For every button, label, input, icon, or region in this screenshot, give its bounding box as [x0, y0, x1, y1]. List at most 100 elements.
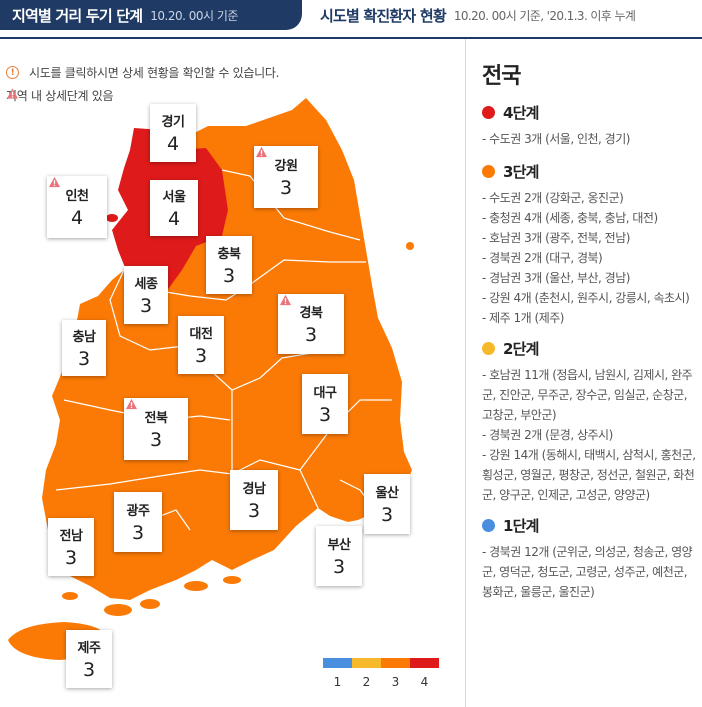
- mainland-shape[interactable]: [42, 98, 412, 600]
- list-item: - 호남권 3개 (광주, 전북, 전남): [482, 231, 630, 245]
- region-level: 3: [131, 522, 145, 544]
- region-level: 3: [318, 404, 332, 426]
- island-shape: [140, 599, 160, 609]
- region-card-chungnam[interactable]: 충남 3: [62, 320, 106, 376]
- region-level: 3: [304, 324, 318, 346]
- region-level: 3: [380, 504, 394, 526]
- tab-distancing-levels-title: 지역별 거리 두기 단계: [12, 6, 143, 25]
- region-name: 제주: [77, 641, 101, 656]
- island-shape: [104, 604, 132, 616]
- tab-confirmed-cases-title: 시도별 확진환자 현황: [320, 6, 447, 25]
- region-card-gyeongbuk[interactable]: 경북 3: [278, 294, 344, 354]
- region-level: 3: [77, 348, 91, 370]
- list-item: - 경북권 2개 (문경, 상주시): [482, 428, 613, 442]
- tab-underline: [0, 37, 702, 39]
- island-shape: [223, 576, 241, 584]
- region-card-gyeonggi[interactable]: 경기 4: [150, 104, 196, 162]
- list-item: - 경북권 2개 (대구, 경북): [482, 251, 603, 265]
- island-shape: [406, 242, 414, 250]
- legend-swatch-level4: [410, 658, 439, 668]
- level-heading-label: 4단계: [503, 104, 539, 122]
- warning-triangle-icon: [125, 398, 138, 410]
- region-name: 전남: [59, 529, 83, 544]
- level-heading-2: 2단계: [482, 338, 700, 359]
- level-heading-1: 1단계: [482, 515, 700, 536]
- list-item: - 강원 14개 (동해시, 태백시, 삼척시, 홍천군, 횡성군, 영월군, …: [482, 448, 696, 502]
- level1-dot-icon: [482, 519, 495, 532]
- region-card-jeju[interactable]: 제주 3: [66, 630, 112, 688]
- panel-divider: [465, 39, 466, 707]
- list-item: - 경북권 12개 (군위군, 의성군, 청송군, 영양군, 영덕군, 청도군,…: [482, 545, 693, 599]
- list-item: - 호남권 11개 (정읍시, 남원시, 김제시, 완주군, 진안군, 무주군,…: [482, 368, 693, 422]
- legend-label: 3: [391, 675, 400, 689]
- region-level: 3: [332, 556, 346, 578]
- region-level: 3: [247, 500, 261, 522]
- level-heading-4: 4단계: [482, 102, 700, 123]
- region-level: 4: [167, 208, 181, 230]
- legend-labels: 1 2 3 4: [323, 675, 439, 689]
- legend-label: 2: [362, 675, 371, 689]
- region-level: 3: [279, 177, 293, 199]
- region-card-ulsan[interactable]: 울산 3: [364, 474, 410, 534]
- region-name: 세종: [134, 277, 158, 292]
- region-card-incheon[interactable]: 인천 4: [47, 176, 107, 238]
- level-list-2: - 호남권 11개 (정읍시, 남원시, 김제시, 완주군, 진안군, 무주군,…: [482, 365, 700, 505]
- legend-swatch-level3: [381, 658, 410, 668]
- region-card-daejeon[interactable]: 대전 3: [178, 316, 224, 374]
- level-heading-label: 2단계: [503, 340, 539, 358]
- island-shape: [184, 581, 208, 591]
- list-item: - 수도권 3개 (서울, 인천, 경기): [482, 132, 630, 146]
- list-item: - 수도권 2개 (강화군, 옹진군): [482, 191, 624, 205]
- tab-confirmed-cases[interactable]: 시도별 확진환자 현황 10.20. 00시 기준, '20.1.3. 이후 누…: [308, 0, 636, 30]
- level-list-3: - 수도권 2개 (강화군, 옹진군) - 충청권 4개 (세종, 충북, 충남…: [482, 188, 700, 328]
- region-card-daegu[interactable]: 대구 3: [302, 374, 348, 434]
- region-level: 3: [64, 547, 78, 569]
- region-name: 충남: [72, 330, 96, 345]
- region-card-jeonnam[interactable]: 전남 3: [48, 518, 94, 576]
- level-list-1: - 경북권 12개 (군위군, 의성군, 청송군, 영양군, 영덕군, 청도군,…: [482, 542, 700, 602]
- region-name: 강원: [255, 146, 298, 174]
- region-name: 대전: [189, 327, 213, 342]
- region-name: 경북: [279, 294, 323, 321]
- level-heading-3: 3단계: [482, 161, 700, 182]
- region-level: 4: [166, 133, 180, 155]
- level2-dot-icon: [482, 342, 495, 355]
- region-level: 3: [149, 429, 163, 451]
- region-card-busan[interactable]: 부산 3: [316, 526, 362, 586]
- tab-confirmed-cases-subtitle: 10.20. 00시 기준, '20.1.3. 이후 누계: [453, 8, 636, 23]
- region-card-jeonbuk[interactable]: 전북 3: [124, 398, 188, 460]
- notice-warning-legend-text: 지역 내 상세단계 있음: [6, 89, 114, 103]
- region-level: 3: [222, 265, 236, 287]
- region-name: 경기: [161, 115, 185, 130]
- tab-bar: 지역별 거리 두기 단계 10.20. 00시 기준 시도별 확진환자 현황 1…: [0, 0, 702, 34]
- tab-distancing-levels-subtitle: 10.20. 00시 기준: [150, 8, 238, 23]
- legend-swatch-level2: [352, 658, 381, 668]
- legend-swatches: [323, 658, 439, 668]
- region-card-gwangju[interactable]: 광주 3: [114, 492, 162, 552]
- region-name: 광주: [126, 504, 150, 519]
- level-summary-panel: 전국 4단계 - 수도권 3개 (서울, 인천, 경기) 3단계 - 수도권 2…: [482, 58, 700, 602]
- region-card-seoul[interactable]: 서울 4: [150, 180, 198, 236]
- region-name: 대구: [313, 386, 337, 401]
- region-card-gangwon[interactable]: 강원 3: [254, 146, 318, 208]
- list-item: - 강원 4개 (춘천시, 원주시, 강릉시, 속초시): [482, 291, 690, 305]
- region-name: 경남: [242, 482, 266, 497]
- tab-distancing-levels[interactable]: 지역별 거리 두기 단계 10.20. 00시 기준: [0, 0, 302, 30]
- region-card-sejong[interactable]: 세종 3: [124, 266, 168, 324]
- level-heading-label: 3단계: [503, 163, 539, 181]
- panel-title: 전국: [482, 64, 521, 89]
- level3-dot-icon: [482, 165, 495, 178]
- warning-triangle-icon: [279, 294, 292, 306]
- warning-triangle-icon: [255, 146, 268, 158]
- level-legend: 1 2 3 4: [323, 658, 439, 689]
- region-level: 3: [139, 295, 153, 317]
- legend-label: 4: [420, 675, 429, 689]
- warning-triangle-icon: [6, 88, 19, 99]
- region-name: 부산: [327, 538, 351, 553]
- list-item: - 충청권 4개 (세종, 충북, 충남, 대전): [482, 211, 658, 225]
- list-item: - 경남권 3개 (울산, 부산, 경남): [482, 271, 630, 285]
- region-name: 충북: [217, 247, 241, 262]
- notice-click-hint: ! 시도를 클릭하시면 상세 현황을 확인할 수 있습니다.: [6, 64, 279, 81]
- region-card-chungbuk[interactable]: 충북 3: [206, 236, 252, 294]
- region-card-gyeongnam[interactable]: 경남 3: [230, 470, 278, 530]
